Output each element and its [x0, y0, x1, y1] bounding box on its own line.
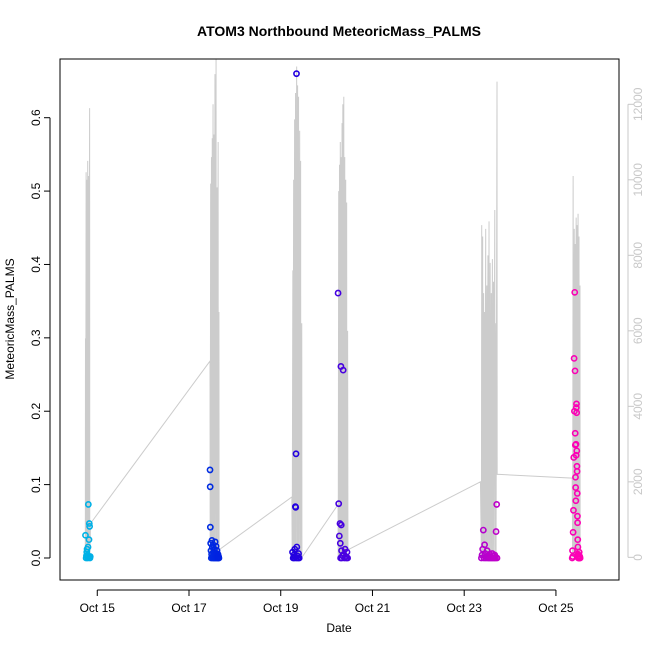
data-point	[492, 528, 500, 535]
data-point	[574, 536, 582, 544]
data-point	[572, 440, 580, 448]
y-tick-label: 0.4	[29, 256, 43, 273]
data-point	[571, 288, 579, 296]
data-point	[493, 501, 501, 508]
altitude-line	[84, 58, 581, 559]
y2-tick-label: 2000	[631, 468, 645, 495]
y-axis-label: MeteoricMass_PALMS	[3, 258, 17, 379]
y2-tick-label: 6000	[631, 317, 645, 344]
data-point	[572, 497, 580, 505]
data-point	[571, 367, 579, 375]
data-point	[479, 526, 487, 534]
data-point	[572, 484, 580, 491]
data-point	[574, 512, 581, 520]
y2-tick-label: 8000	[631, 242, 645, 269]
y2-tick-label: 4000	[631, 393, 645, 420]
y2-tick-label: 12000	[631, 87, 645, 121]
data-point	[292, 450, 300, 458]
data-point	[86, 553, 94, 560]
data-point	[215, 554, 223, 562]
x-tick-label: Oct 25	[538, 601, 574, 615]
x-axis: Oct 15 Oct 17 Oct 19 Oct 21 Oct 23 Oct 25	[80, 589, 574, 615]
data-point	[82, 531, 89, 539]
data-point	[493, 554, 501, 562]
data-point	[85, 536, 93, 544]
x-tick-label: Oct 23	[447, 601, 483, 615]
data-point	[576, 554, 584, 562]
data-point	[84, 543, 92, 551]
x-tick-label: Oct 19	[263, 601, 299, 615]
y2-tick-label: 0	[631, 554, 645, 561]
data-point	[573, 409, 581, 417]
data-point	[86, 523, 94, 530]
data-point	[292, 503, 300, 511]
y-tick-label: 0.5	[29, 182, 43, 199]
data-point	[206, 483, 214, 491]
data-point	[295, 554, 303, 562]
x-axis-label: Date	[326, 621, 352, 635]
data-point	[337, 521, 345, 529]
plot-frame	[59, 58, 620, 581]
x-tick-label: Oct 17	[171, 601, 207, 615]
data-point	[573, 400, 580, 408]
y2-axis: 0 2000 4000 6000 8000 10000 12000	[627, 87, 645, 561]
data-point	[339, 366, 347, 374]
data-point	[206, 523, 214, 531]
data-point	[334, 289, 342, 297]
y-tick-label: 0.6	[29, 109, 43, 126]
data-point	[569, 528, 577, 536]
x-tick-label: Oct 15	[80, 601, 116, 615]
y-tick-label: 0.0	[29, 549, 43, 566]
data-point	[573, 467, 581, 475]
y-tick-label: 0.3	[29, 329, 43, 346]
data-point	[570, 354, 578, 362]
data-point	[335, 532, 343, 540]
data-point	[571, 429, 579, 437]
data-point	[85, 520, 93, 527]
data-point	[84, 501, 92, 508]
data-point	[481, 541, 488, 549]
data-point	[293, 70, 300, 78]
data-point	[574, 519, 581, 527]
chart-title: ATOM3 Northbound MeteoricMass_PALMS	[197, 23, 481, 39]
data-point	[570, 506, 577, 514]
data-point	[572, 473, 579, 481]
y-tick-label: 0.2	[29, 403, 43, 420]
data-point	[293, 543, 301, 551]
data-point	[336, 539, 344, 547]
y-axis: 0.0 0.1 0.2 0.3 0.4 0.5 0.6	[29, 109, 51, 566]
data-point	[573, 490, 581, 497]
y2-tick-label: 10000	[631, 163, 645, 197]
points-layer	[82, 70, 584, 562]
x-tick-label: Oct 21	[355, 601, 391, 615]
y-tick-label: 0.1	[29, 476, 43, 493]
altitude-layer	[84, 58, 581, 559]
data-point	[344, 554, 352, 562]
data-point	[206, 466, 214, 474]
data-point	[573, 447, 581, 455]
data-point	[335, 500, 343, 508]
